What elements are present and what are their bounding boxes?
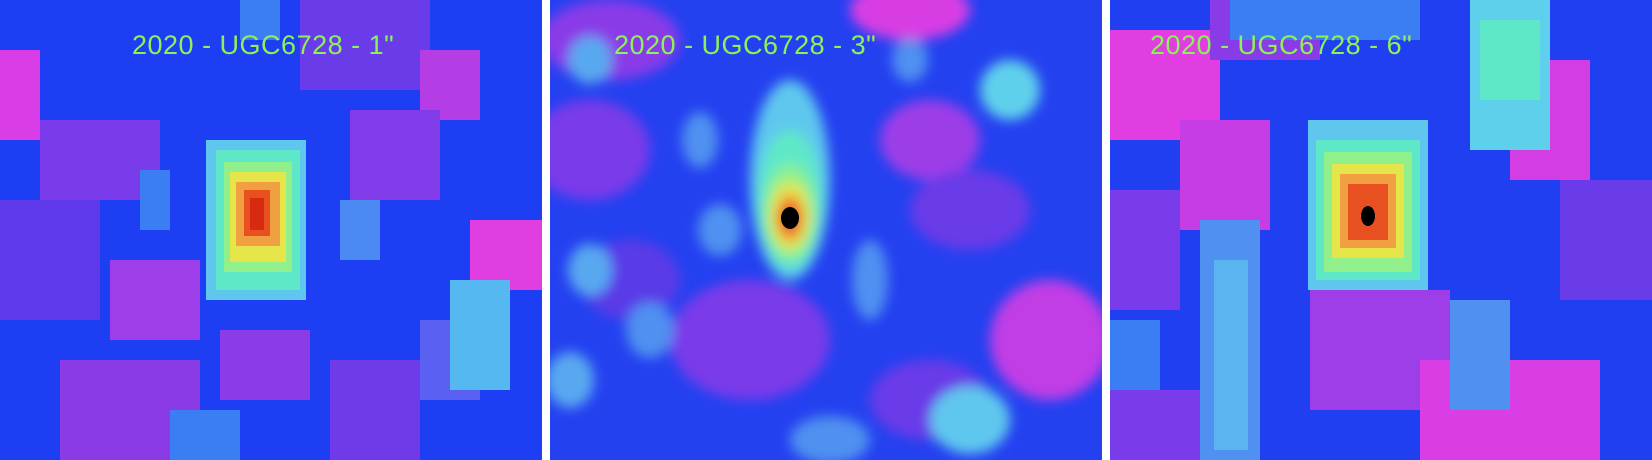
panel-title: 2020 - UGC6728 - 6"	[1150, 30, 1413, 60]
panel-title: 2020 - UGC6728 - 3"	[614, 30, 877, 60]
image-panel-6arcsec: 2020 - UGC6728 - 6"	[1110, 0, 1652, 460]
image-panel-1arcsec: 2020 - UGC6728 - 1"	[0, 0, 542, 460]
radio-map-3arcsec	[550, 0, 1102, 460]
image-panel-3arcsec: 2020 - UGC6728 - 3"	[550, 0, 1102, 460]
radio-map-1arcsec	[0, 0, 542, 460]
panel-title: 2020 - UGC6728 - 1"	[132, 30, 395, 60]
radio-map-6arcsec	[1110, 0, 1652, 460]
